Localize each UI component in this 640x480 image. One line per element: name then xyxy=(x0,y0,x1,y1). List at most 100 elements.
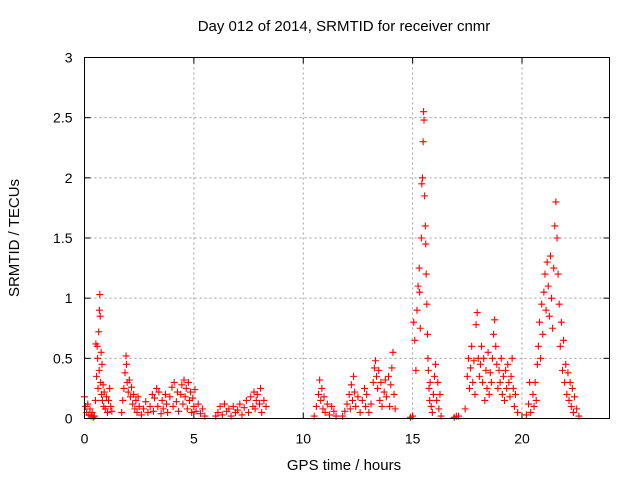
data-point xyxy=(142,398,150,406)
data-point xyxy=(260,396,268,404)
data-point xyxy=(374,384,382,392)
data-point xyxy=(177,390,185,398)
data-point xyxy=(557,318,565,326)
data-point xyxy=(494,384,502,392)
chart-title: Day 012 of 2014, SRMTID for receiver cnm… xyxy=(198,18,491,35)
data-point xyxy=(94,354,102,362)
data-point xyxy=(503,384,511,392)
data-point xyxy=(317,396,325,404)
data-point xyxy=(433,396,441,404)
data-point xyxy=(487,378,495,386)
data-point xyxy=(466,384,473,392)
data-point xyxy=(179,400,187,408)
data-point xyxy=(542,306,550,314)
data-point xyxy=(86,405,94,413)
data-point xyxy=(426,396,434,404)
data-point xyxy=(381,376,389,384)
data-point xyxy=(543,258,551,266)
data-point xyxy=(146,402,154,410)
x-tick-label: 5 xyxy=(190,431,198,447)
data-point xyxy=(434,378,442,386)
data-point xyxy=(481,396,489,404)
x-tick-label: 20 xyxy=(514,431,530,447)
data-point xyxy=(514,408,522,416)
data-point xyxy=(188,408,196,416)
data-point xyxy=(159,405,167,413)
y-tick-label: 2 xyxy=(65,170,73,186)
data-point xyxy=(423,300,431,308)
data-point xyxy=(229,402,237,410)
data-point xyxy=(376,396,384,404)
data-point xyxy=(252,396,260,404)
data-point xyxy=(362,402,370,410)
data-point xyxy=(568,384,576,392)
data-point xyxy=(546,252,554,260)
data-point xyxy=(387,381,395,389)
data-point xyxy=(483,384,491,392)
data-point xyxy=(422,270,430,278)
data-point xyxy=(424,354,432,362)
data-point xyxy=(550,264,558,272)
data-point xyxy=(510,402,518,410)
data-point xyxy=(479,378,487,386)
data-point xyxy=(128,383,136,391)
data-point xyxy=(410,318,418,326)
data-point xyxy=(539,330,547,338)
data-point xyxy=(467,364,475,372)
data-point xyxy=(385,372,393,380)
data-point xyxy=(190,402,198,410)
data-point xyxy=(245,408,253,416)
data-point xyxy=(463,372,471,380)
data-point xyxy=(148,390,156,398)
data-point xyxy=(426,378,434,386)
data-point xyxy=(429,390,437,398)
data-point xyxy=(567,402,575,410)
data-point xyxy=(319,405,327,413)
data-point xyxy=(93,372,101,380)
data-point xyxy=(95,328,103,336)
data-point xyxy=(564,369,572,377)
x-tick-label: 15 xyxy=(405,431,421,447)
data-point xyxy=(560,336,568,344)
data-point xyxy=(502,366,510,374)
data-point xyxy=(343,400,351,408)
data-point xyxy=(151,394,158,402)
data-point xyxy=(422,240,430,248)
data-point xyxy=(435,405,443,413)
data-point xyxy=(511,390,519,398)
data-point xyxy=(486,369,494,377)
data-point xyxy=(103,408,111,416)
data-point xyxy=(341,407,349,415)
data-point xyxy=(194,400,202,408)
data-point xyxy=(102,393,110,401)
data-point xyxy=(97,348,105,356)
data-point xyxy=(508,354,516,362)
data-point xyxy=(485,390,493,398)
data-point xyxy=(247,393,255,401)
data-point xyxy=(469,378,477,386)
data-point xyxy=(154,402,162,410)
data-point xyxy=(531,378,539,386)
data-point xyxy=(416,324,424,332)
data-point xyxy=(432,360,440,368)
data-point xyxy=(461,405,469,413)
data-point xyxy=(105,396,113,404)
data-point xyxy=(98,396,106,404)
data-point xyxy=(371,357,379,365)
y-tick-label: 0 xyxy=(65,411,73,427)
data-point xyxy=(106,384,114,392)
data-point xyxy=(378,402,386,410)
data-point xyxy=(388,364,396,372)
data-point xyxy=(123,360,130,368)
data-point xyxy=(240,404,248,412)
data-point xyxy=(358,396,366,404)
data-point xyxy=(121,369,129,377)
data-point xyxy=(170,378,178,386)
data-point xyxy=(253,390,261,398)
data-point xyxy=(468,342,476,350)
x-tick-label: 0 xyxy=(81,431,89,447)
data-point xyxy=(418,180,426,188)
data-point xyxy=(234,406,242,414)
data-point xyxy=(124,388,132,396)
data-point xyxy=(380,388,388,396)
